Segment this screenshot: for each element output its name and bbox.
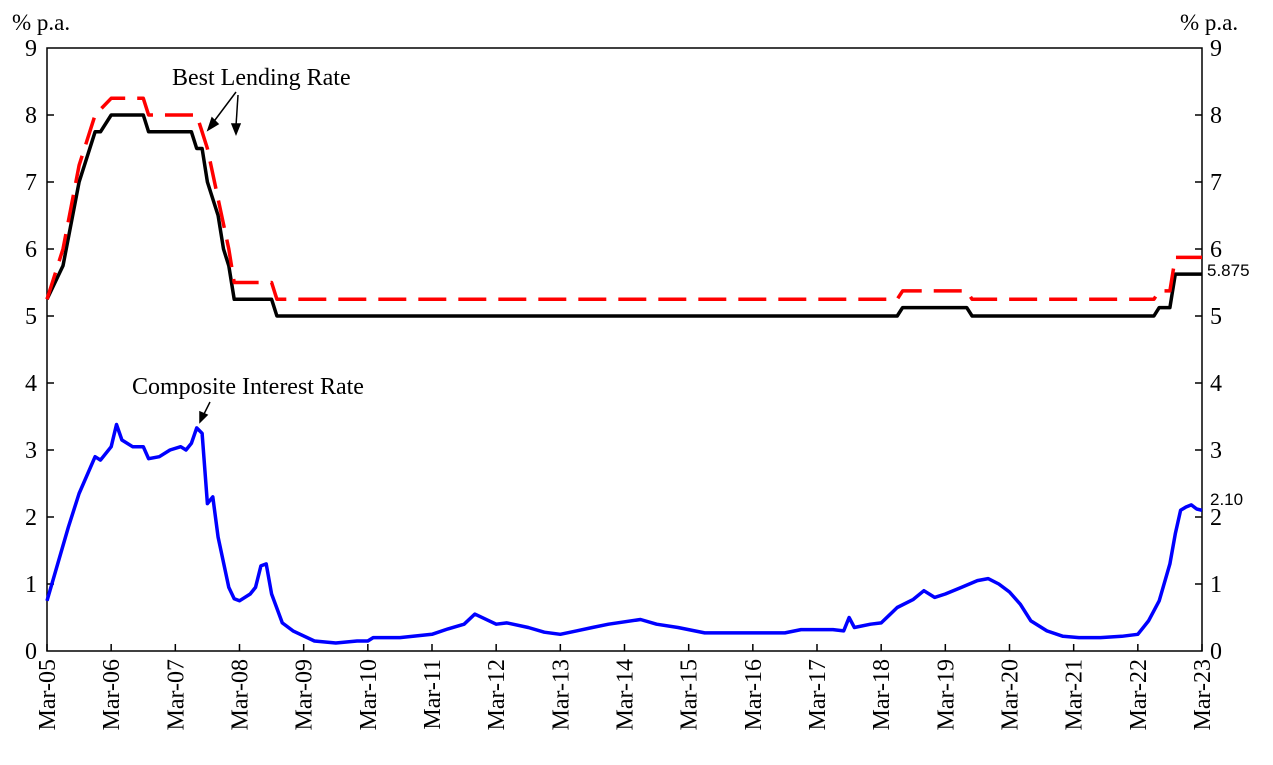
- y-tick-label-left: 3: [25, 438, 37, 464]
- x-tick-label: Mar-20: [998, 659, 1024, 731]
- y-tick-label-right: 1: [1210, 572, 1222, 598]
- x-tick-label: Mar-21: [1062, 659, 1088, 731]
- arrow-blr-2-head: [230, 123, 242, 137]
- y-tick-label-right: 6: [1210, 237, 1222, 263]
- x-tick-label: Mar-18: [869, 659, 895, 731]
- x-tick-label: Mar-08: [228, 659, 254, 731]
- x-tick-label: Mar-12: [484, 659, 510, 731]
- x-tick-label: Mar-16: [741, 659, 767, 731]
- y-tick-label-right: 4: [1210, 371, 1222, 397]
- y-tick-label-right: 3: [1210, 438, 1222, 464]
- y-tick-label-left: 0: [25, 639, 37, 665]
- x-tick-label: Mar-23: [1190, 659, 1216, 731]
- y-tick-label-right: 5: [1210, 304, 1222, 330]
- x-tick-label: Mar-13: [548, 659, 574, 731]
- y-tick-label-right: 8: [1210, 103, 1222, 129]
- x-tick-label: Mar-11: [420, 659, 446, 730]
- end-value-composite: 2.10: [1210, 490, 1243, 509]
- y-tick-label-left: 5: [25, 304, 37, 330]
- series-layer: [45, 96, 1203, 645]
- arrow-cir-head: [199, 410, 209, 424]
- y-tick-label-left: 6: [25, 237, 37, 263]
- annotation-arrows-blr: [206, 91, 242, 137]
- x-tick-label: Mar-19: [933, 659, 959, 731]
- series-line-blr-red: [45, 96, 1202, 302]
- series-line-composite-blue: [45, 422, 1203, 645]
- y-tick-label-right: 2: [1210, 505, 1222, 531]
- arrow-blr-1-head: [206, 116, 220, 132]
- y-tick-label-right: 9: [1210, 36, 1222, 62]
- y-unit-label-right: % p.a.: [1180, 10, 1238, 35]
- x-tick-label: Mar-09: [292, 659, 318, 731]
- annotation-arrow-cir: [199, 401, 211, 424]
- axes-layer: 0 0 1 1 2 2 3 3 4 4 5 5 6 6 7 7 8 8 9 9 Mar-05 Mar-06 Mar-07 Ma…: [25, 36, 1222, 731]
- end-value-blr: 5.875: [1207, 261, 1250, 280]
- x-tick-label: Mar-17: [805, 659, 831, 731]
- y-tick-label-left: 1: [25, 572, 37, 598]
- x-tick-label: Mar-06: [99, 659, 125, 731]
- y-tick-label-right: 0: [1210, 639, 1222, 665]
- y-tick-label-left: 4: [25, 371, 37, 397]
- x-tick-label: Mar-05: [35, 659, 61, 731]
- y-tick-label-left: 9: [25, 36, 37, 62]
- y-unit-label-left: % p.a.: [12, 10, 70, 35]
- x-tick-label: Mar-22: [1126, 659, 1152, 731]
- x-tick-label: Mar-07: [163, 659, 189, 731]
- arrow-blr-2-line: [235, 94, 239, 127]
- y-tick-label-right: 7: [1210, 170, 1222, 196]
- annotation-composite-interest-rate: Composite Interest Rate: [132, 374, 364, 400]
- plot-frame: [46, 47, 1203, 652]
- annotation-best-lending-rate: Best Lending Rate: [172, 65, 351, 91]
- x-tick-label: Mar-15: [677, 659, 703, 731]
- y-tick-label-left: 8: [25, 103, 37, 129]
- x-tick-label: Mar-14: [613, 659, 639, 731]
- y-tick-label-left: 2: [25, 505, 37, 531]
- x-tick-label: Mar-10: [356, 659, 382, 731]
- y-tick-label-left: 7: [25, 170, 37, 196]
- series-line-blr-black: [45, 113, 1202, 318]
- arrow-blr-1-line: [211, 91, 237, 125]
